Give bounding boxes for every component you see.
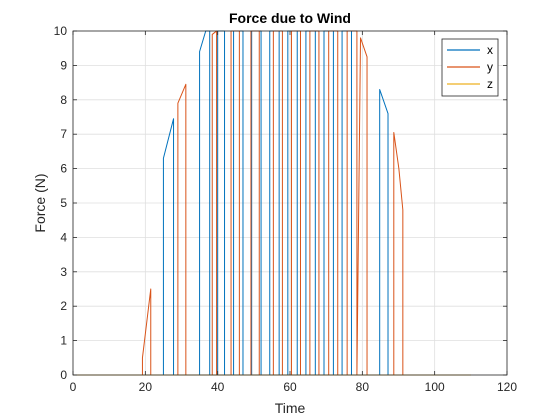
y-tick-label: 10 [54,24,68,38]
x-tick-label: 0 [70,380,77,394]
y-tick-label: 4 [60,230,67,244]
x-tick-label: 20 [139,380,153,394]
y-tick-label: 5 [60,196,67,210]
y-tick-label: 7 [60,127,67,141]
legend-label-x: x [487,43,493,57]
x-tick-label: 80 [356,380,370,394]
y-tick-label: 9 [60,58,67,72]
y-tick-label: 0 [60,368,67,382]
x-tick-label: 120 [497,380,517,394]
chart-title: Force due to Wind [229,10,351,26]
x-tick-label: 60 [283,380,297,394]
x-axis-label: Time [275,400,306,416]
x-tick-label: 100 [425,380,445,394]
legend: xyz [441,38,499,97]
y-tick-label: 8 [60,93,67,107]
y-tick-label: 6 [60,162,67,176]
ticks: 0 20 40 60 80 100 120 0 1 2 3 4 5 6 7 8 9 10 [54,24,518,394]
legend-label-y: y [487,60,493,74]
y-axis-label: Force (N) [32,173,48,232]
y-tick-label: 2 [60,299,67,313]
x-tick-label: 40 [211,380,225,394]
y-tick-label: 3 [60,265,67,279]
legend-label-z: z [487,77,493,91]
y-tick-label: 1 [60,334,67,348]
